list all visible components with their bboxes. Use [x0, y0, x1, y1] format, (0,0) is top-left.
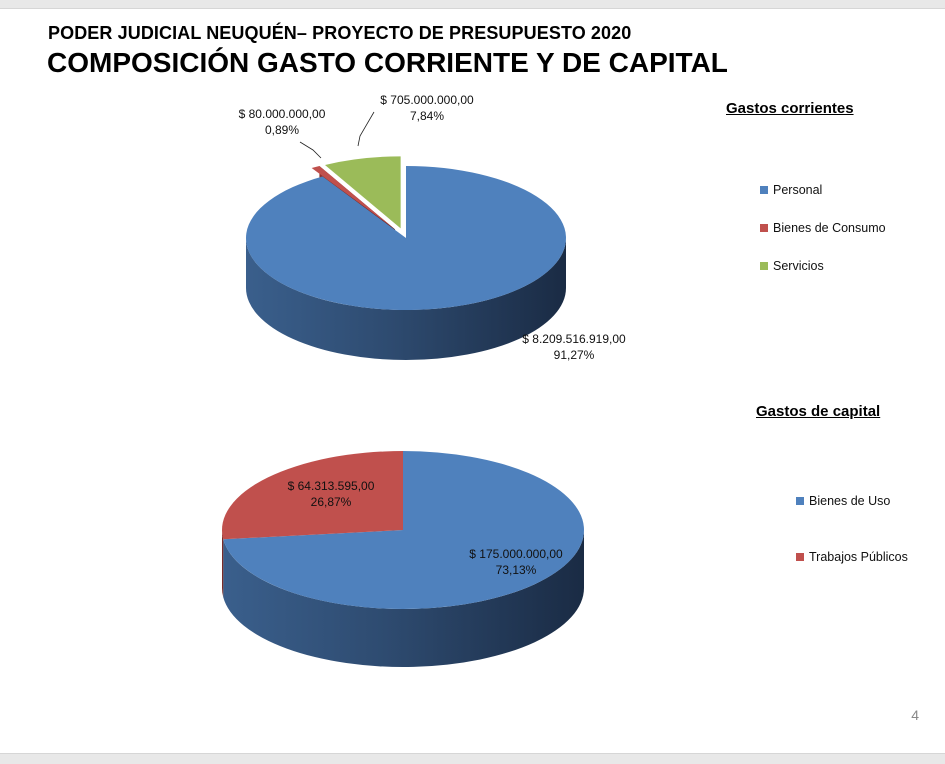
slide: PODER JUDICIAL NEUQUÉN– PROYECTO DE PRES… [0, 8, 945, 754]
legend-label: Bienes de Uso [809, 494, 891, 508]
pie-slice-personal [246, 166, 567, 310]
data-label-percent: 91,27% [553, 348, 595, 362]
pie-slice-trabajos-publicos [222, 451, 403, 540]
legend-swatch [796, 497, 804, 505]
chart-title-gastos-de-capital: Gastos de capital [756, 403, 881, 420]
legend-label: Personal [773, 183, 823, 197]
pie-slice-side-personal [246, 238, 566, 360]
legend-label: Bienes de Consumo [773, 221, 886, 235]
pie-slice-side-bienes-de-uso [223, 530, 584, 667]
pie-slice-servicios [324, 156, 401, 229]
page-number: 4 [911, 707, 919, 723]
slide-subtitle: COMPOSICIÓN GASTO CORRIENTE Y DE CAPITAL [47, 47, 728, 78]
leader-line-bienes-de-consumo [299, 141, 322, 159]
slide-title: PODER JUDICIAL NEUQUÉN– PROYECTO DE PRES… [48, 23, 632, 43]
pie-charts-svg [222, 111, 584, 667]
legend-item-bienes-de-uso: Bienes de Uso [796, 494, 890, 508]
chart-title-gastos-corrientes: Gastos corrientes [726, 100, 854, 117]
data-label-percent: 7,84% [409, 109, 445, 123]
pie-slice-bienes-de-uso [223, 451, 584, 610]
data-label-value: $ 64.313.595,00 [287, 479, 375, 493]
legend-item-servicios: Servicios [760, 259, 824, 273]
pie-gastos-corrientes [246, 111, 567, 360]
data-label-value: $ 80.000.000,00 [238, 107, 326, 121]
legend-swatch [760, 262, 768, 270]
leader-line-servicios [357, 111, 375, 147]
legend-label: Trabajos Públicos [809, 550, 908, 564]
legend-swatch [760, 224, 768, 232]
legend-item-trabajos-publicos: Trabajos Públicos [796, 550, 908, 564]
data-label-percent: 26,87% [310, 495, 352, 509]
legend-swatch [760, 186, 768, 194]
data-label-bienes-de-consumo: $ 80.000.000,00 0,89% [239, 106, 326, 138]
data-label-percent: 0,89% [264, 123, 300, 137]
pie-slice-bienes-de-consumo [311, 165, 396, 230]
legend-item-personal: Personal [760, 183, 822, 197]
data-label-bienes-de-uso: $ 175.000.000,00 73,13% [469, 546, 562, 578]
data-label-value: $ 175.000.000,00 [469, 547, 563, 561]
pie-gastos-de-capital [222, 451, 584, 667]
legend-item-bienes-de-consumo: Bienes de Consumo [760, 221, 886, 235]
data-label-percent: 73,13% [495, 563, 537, 577]
data-label-servicios: $ 705.000.000,00 7,84% [380, 92, 473, 124]
legend-swatch [796, 553, 804, 561]
legend-label: Servicios [773, 259, 824, 273]
data-label-value: $ 705.000.000,00 [380, 93, 474, 107]
pie-slice-side-trabajos-publicos [222, 530, 224, 598]
data-label-value: $ 8.209.516.919,00 [522, 332, 626, 346]
data-label-personal: $ 8.209.516.919,00 91,27% [522, 331, 625, 363]
data-label-trabajos-publicos: $ 64.313.595,00 26,87% [288, 478, 375, 510]
